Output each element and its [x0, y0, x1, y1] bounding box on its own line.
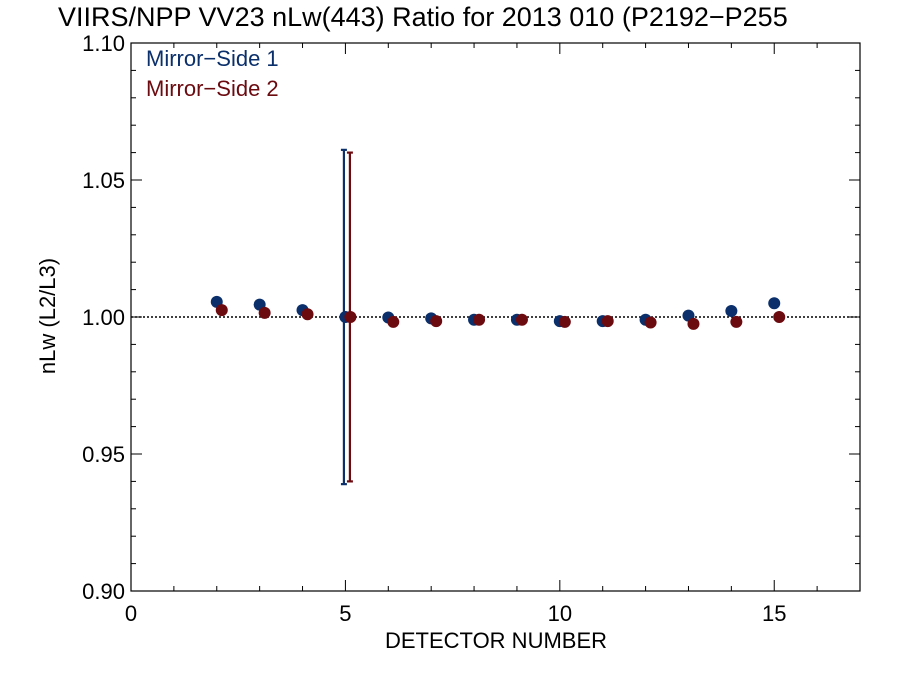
point-series-2-detector-8 — [473, 313, 486, 326]
tick-labels: 0 5 10 15 0.90 0.95 1.00 1.05 1.10 — [82, 31, 786, 626]
axis-ticks — [130, 42, 860, 592]
x-axis-label: DETECTOR NUMBER — [384, 628, 608, 653]
data-points — [210, 295, 786, 330]
point-series-2-detector-11 — [601, 315, 614, 328]
y-tick-label: 0.95 — [82, 442, 125, 467]
x-tick-label: 15 — [762, 601, 786, 626]
point-series-2-detector-13 — [687, 317, 700, 330]
point-series-2-detector-9 — [515, 313, 528, 326]
legend-mirror-side-1: Mirror−Side 1 — [146, 46, 279, 71]
y-tick-label: 1.10 — [82, 31, 125, 56]
point-series-2-detector-4 — [301, 308, 314, 321]
point-series-2-detector-12 — [644, 316, 657, 329]
legend-mirror-side-2: Mirror−Side 2 — [146, 76, 279, 101]
x-tick-label: 5 — [339, 601, 351, 626]
y-axis-label: nLw (L2/L3) — [35, 257, 60, 375]
point-series-2-detector-7 — [430, 315, 443, 328]
point-series-2-detector-6 — [387, 315, 400, 328]
point-series-1-detector-14 — [725, 304, 738, 317]
point-series-1-detector-15 — [768, 297, 781, 310]
point-series-2-detector-5 — [344, 311, 357, 323]
point-series-2-detector-2 — [215, 304, 228, 317]
y-tick-label: 0.90 — [82, 579, 125, 604]
point-series-2-detector-10 — [558, 315, 571, 328]
y-tick-label: 1.05 — [82, 168, 125, 193]
x-tick-label: 0 — [125, 601, 137, 626]
x-tick-label: 10 — [548, 601, 572, 626]
point-series-2-detector-3 — [258, 306, 271, 319]
chart-title: VIIRS/NPP VV23 nLw(443) Ratio for 2013 0… — [58, 2, 788, 32]
y-tick-label: 1.00 — [82, 305, 125, 330]
point-series-2-detector-14 — [730, 315, 743, 328]
point-series-2-detector-15 — [773, 311, 786, 323]
